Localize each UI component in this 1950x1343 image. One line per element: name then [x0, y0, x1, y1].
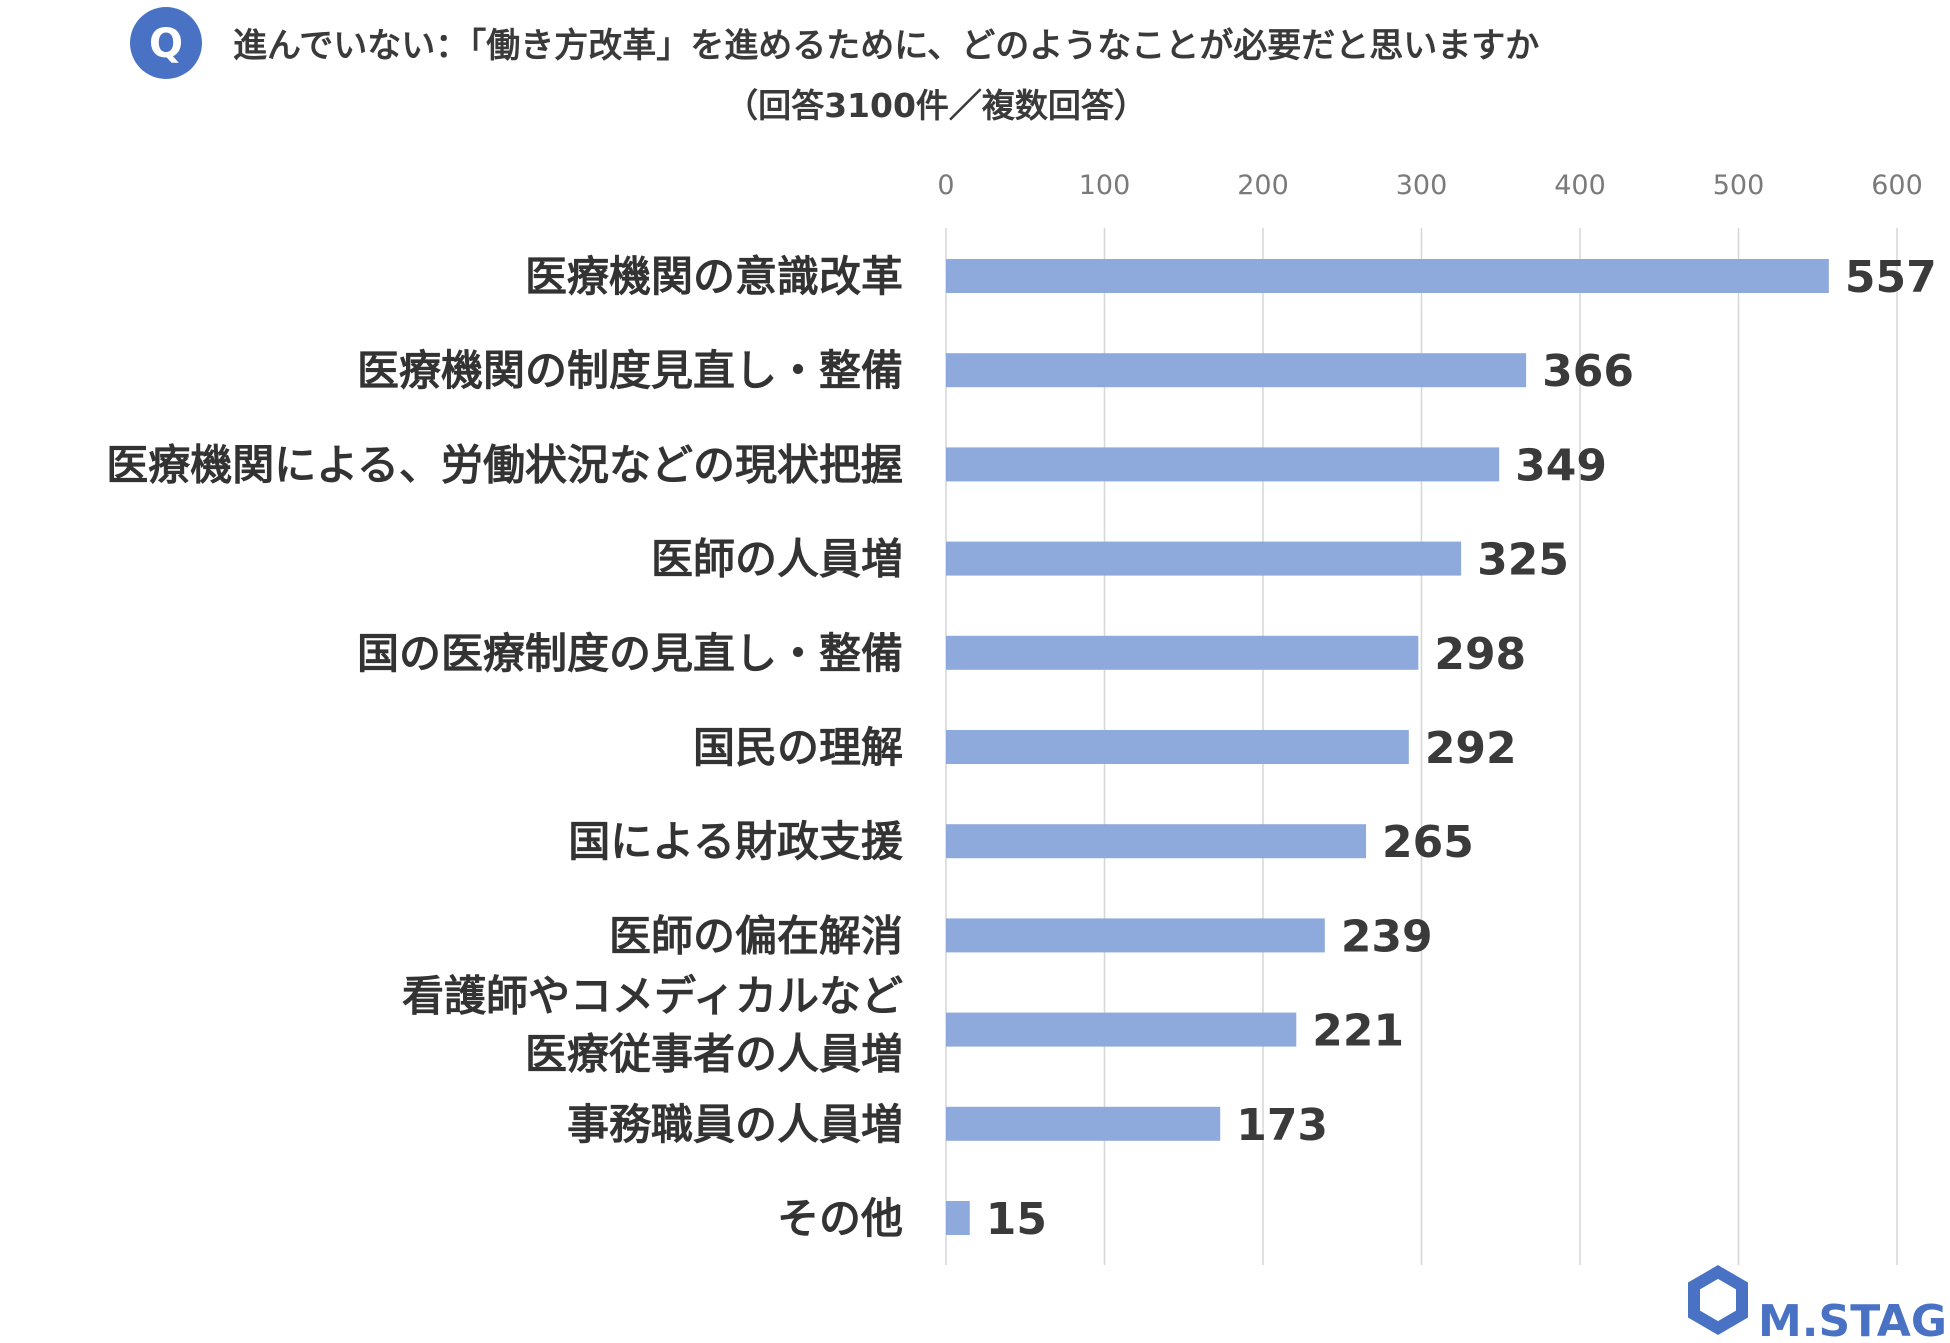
value-labels: 557 366 349 325 298 292 265 239 221 173 15 [986, 252, 1937, 1245]
category-label: 国による財政支援 [568, 817, 904, 866]
data-label: 221 [1312, 1006, 1404, 1057]
data-label: 292 [1425, 723, 1517, 774]
bar [946, 918, 1325, 953]
x-axis-ticks: 0 100 200 300 400 500 600 [937, 170, 1922, 201]
bar [946, 447, 1500, 482]
data-label: 298 [1434, 629, 1526, 680]
category-label: 医師の偏在解消 [609, 911, 903, 960]
question-badge-letter: Q [149, 21, 183, 67]
data-label: 173 [1236, 1100, 1328, 1151]
category-label: 事務職員の人員増 [567, 1100, 903, 1149]
data-label: 366 [1542, 346, 1634, 397]
question-title: 進んでいない：「働き方改革」を進めるために、どのようなことが必要だと思いますか [233, 26, 1539, 66]
question-badge-circle [130, 7, 202, 79]
x-tick-label: 400 [1554, 170, 1606, 201]
data-label: 325 [1477, 535, 1569, 586]
category-label: 国民の理解 [693, 723, 903, 772]
category-label: その他 [777, 1194, 903, 1243]
category-label: 看護師やコメディカルなど [402, 972, 903, 1021]
x-tick-label: 100 [1079, 170, 1131, 201]
category-label: 医師の人員増 [651, 535, 903, 584]
bar [946, 541, 1462, 576]
bar [946, 259, 1829, 293]
bar [946, 353, 1527, 388]
bar [946, 1012, 1297, 1047]
category-label: 医療機関の意識改革 [525, 252, 903, 301]
bar [946, 635, 1419, 670]
x-tick-label: 600 [1871, 170, 1923, 201]
data-label: 15 [986, 1194, 1047, 1245]
category-label: 医療機関の制度見直し・整備 [357, 346, 903, 395]
bar [946, 730, 1409, 764]
question-subtitle: （回答3100件／複数回答） [725, 86, 1147, 125]
mstage-logo-text: M.STAGE [1758, 1296, 1950, 1343]
mstage-logo: M.STAGE [1688, 1265, 1950, 1343]
bar [946, 1106, 1221, 1141]
category-labels: 医療機関の意識改革医療機関の制度見直し・整備医療機関による、労働状況などの現状把… [106, 252, 904, 1243]
x-tick-label: 200 [1237, 170, 1289, 201]
x-tick-label: 0 [937, 170, 954, 201]
data-label: 265 [1382, 817, 1474, 868]
category-label: 医療機関による、労働状況などの現状把握 [106, 440, 903, 489]
x-tick-label: 300 [1396, 170, 1448, 201]
data-label: 349 [1515, 440, 1607, 491]
bars [946, 259, 1829, 1235]
mstage-logo-hexagon-icon [1688, 1265, 1748, 1335]
data-label: 239 [1341, 911, 1433, 962]
x-tick-label: 500 [1713, 170, 1765, 201]
bar [946, 824, 1367, 859]
bar [946, 1201, 970, 1235]
category-label: 国の医療制度の見直し・整備 [357, 629, 903, 678]
category-label: 医療従事者の人員増 [525, 1030, 903, 1079]
data-label: 557 [1845, 252, 1937, 303]
question-badge: Q [130, 7, 202, 79]
